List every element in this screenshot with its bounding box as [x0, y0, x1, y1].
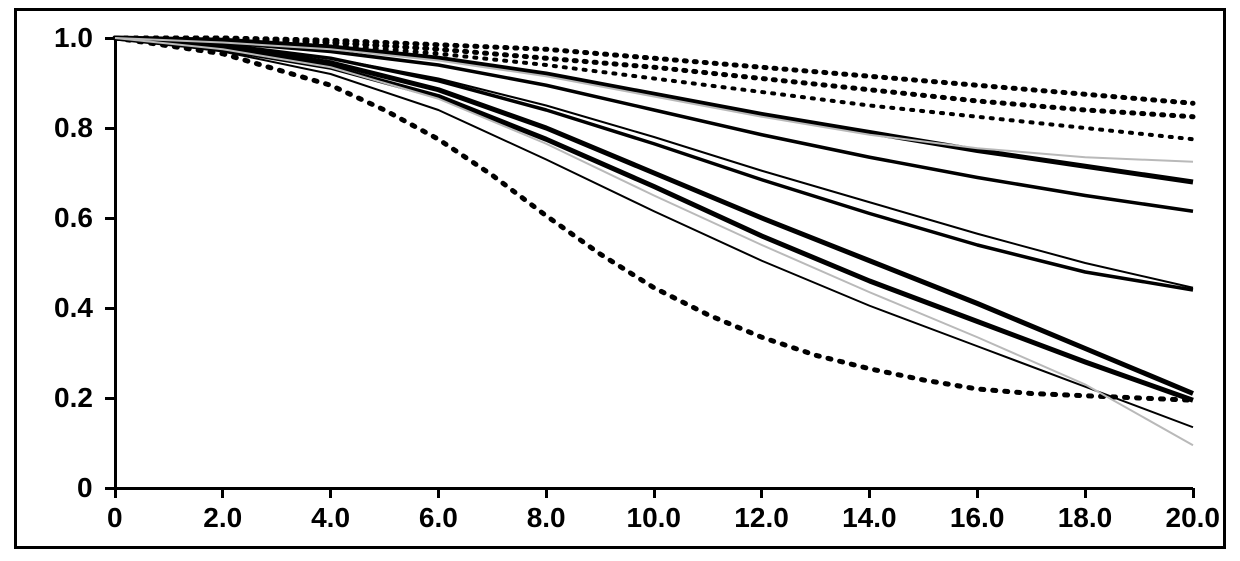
- series-solid-mid-2: [115, 38, 1193, 290]
- x-tick-label: 0: [107, 502, 123, 534]
- x-tick: [760, 488, 763, 498]
- x-tick-label: 6.0: [419, 502, 458, 534]
- x-tick-label: 18.0: [1058, 502, 1113, 534]
- series-gray-faint-2: [115, 38, 1193, 445]
- x-tick: [329, 488, 332, 498]
- y-tick-label: 0.2: [54, 382, 93, 414]
- x-tick-label: 8.0: [527, 502, 566, 534]
- y-tick: [105, 217, 115, 220]
- x-tick-label: 16.0: [950, 502, 1005, 534]
- x-tick: [545, 488, 548, 498]
- y-tick-label: 1.0: [54, 22, 93, 54]
- x-tick-label: 4.0: [311, 502, 350, 534]
- y-tick-label: 0.8: [54, 112, 93, 144]
- y-tick: [105, 307, 115, 310]
- x-tick-label: 10.0: [627, 502, 682, 534]
- x-tick: [976, 488, 979, 498]
- x-tick-label: 12.0: [734, 502, 789, 534]
- x-tick: [1084, 488, 1087, 498]
- series-solid-thin-1: [115, 38, 1193, 288]
- x-tick: [653, 488, 656, 498]
- x-tick: [437, 488, 440, 498]
- x-tick: [114, 488, 117, 498]
- y-tick: [105, 487, 115, 490]
- x-tick: [221, 488, 224, 498]
- y-tick-label: 0.4: [54, 292, 93, 324]
- y-tick: [105, 397, 115, 400]
- series-layer: [115, 38, 1193, 488]
- x-tick: [1192, 488, 1195, 498]
- y-tick-label: 0.6: [54, 202, 93, 234]
- x-tick-label: 2.0: [203, 502, 242, 534]
- y-tick-label: 0: [77, 472, 93, 504]
- y-tick: [105, 127, 115, 130]
- x-tick: [868, 488, 871, 498]
- x-tick-label: 14.0: [842, 502, 897, 534]
- x-tick-label: 20.0: [1166, 502, 1221, 534]
